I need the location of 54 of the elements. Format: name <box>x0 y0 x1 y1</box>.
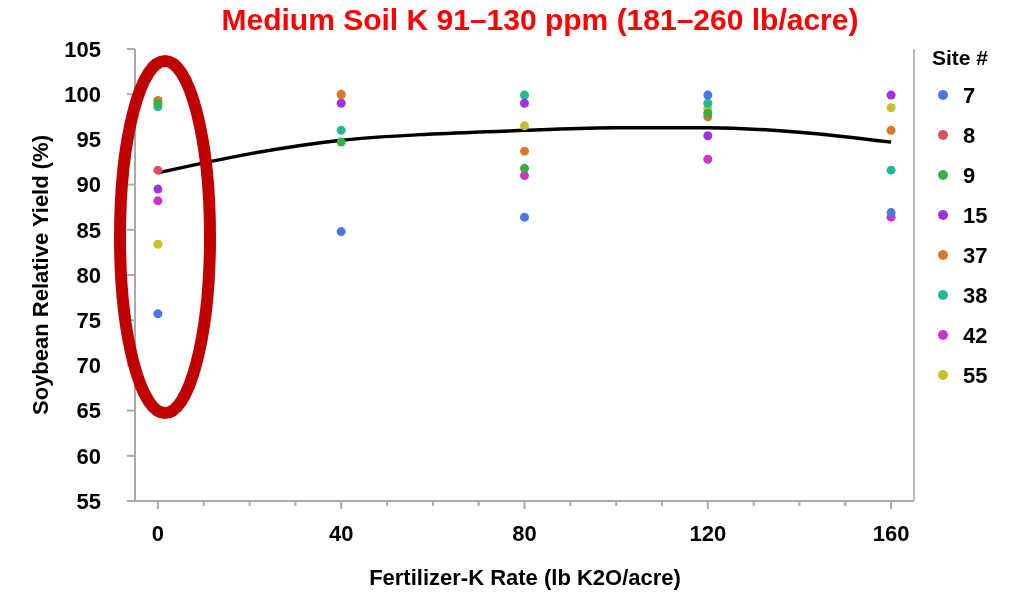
y-tick-label: 100 <box>64 81 101 107</box>
point <box>703 108 713 118</box>
point <box>336 98 346 108</box>
legend-label: 55 <box>963 362 988 388</box>
x-axis-title: Fertilizer-K Rate (lb K2O/acre) <box>369 565 681 590</box>
point <box>886 165 896 175</box>
point <box>153 239 163 249</box>
legend-label: 42 <box>963 322 988 348</box>
point <box>520 212 529 222</box>
legend-label: 9 <box>963 162 976 188</box>
point <box>886 103 896 113</box>
y-tick-label: 70 <box>76 353 101 379</box>
point <box>886 125 896 135</box>
point <box>153 165 163 175</box>
point <box>520 163 529 173</box>
point <box>153 196 163 206</box>
legend-label: 38 <box>963 282 988 308</box>
point <box>886 90 896 100</box>
chart-title: Medium Soil K 91–130 ppm (181–260 lb/acre) <box>221 3 859 36</box>
point <box>520 98 529 108</box>
point <box>703 98 713 108</box>
point <box>336 227 346 237</box>
point <box>703 154 713 164</box>
y-tick-label: 55 <box>76 488 101 514</box>
point <box>336 137 346 147</box>
x-tick-label: 0 <box>151 521 165 546</box>
y-tick-label: 60 <box>76 443 101 469</box>
legend-label: 7 <box>963 82 976 108</box>
y-tick-label: 75 <box>76 307 101 333</box>
point <box>336 125 346 135</box>
y-axis-title: Soybean Relative Yield (%) <box>28 135 53 415</box>
y-tick-label: 90 <box>76 172 101 198</box>
point <box>520 146 529 156</box>
x-tick-label: 80 <box>512 521 537 546</box>
point <box>153 184 163 194</box>
legend-label: 15 <box>963 202 988 228</box>
point <box>886 208 896 218</box>
x-tick-label: 120 <box>689 521 727 546</box>
y-tick-label: 65 <box>76 398 101 424</box>
legend-label: 8 <box>963 122 976 148</box>
y-tick-label: 95 <box>76 127 101 153</box>
point <box>520 171 529 181</box>
y-tick-label: 85 <box>76 217 101 243</box>
point <box>703 131 713 141</box>
x-tick-label: 40 <box>328 521 354 546</box>
legend-label: 37 <box>963 242 988 268</box>
y-tick-label: 80 <box>76 262 101 288</box>
point <box>703 90 713 100</box>
point <box>520 90 529 100</box>
point <box>520 121 529 131</box>
legend-title: Site # <box>931 46 989 69</box>
x-tick-label: 160 <box>872 521 910 546</box>
y-tick-label: 105 <box>64 36 101 62</box>
point <box>153 309 163 319</box>
